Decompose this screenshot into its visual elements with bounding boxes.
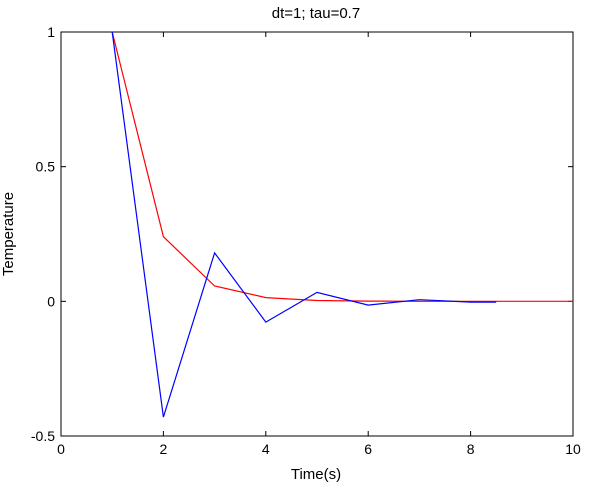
x-tick-label: 2 <box>160 441 168 457</box>
series-group <box>111 31 573 418</box>
y-tick-label: 1 <box>47 24 55 40</box>
series-line-1 <box>111 31 573 302</box>
x-tick-label: 6 <box>364 441 372 457</box>
chart-title: dt=1; tau=0.7 <box>272 5 360 22</box>
x-tick-label: 4 <box>262 441 270 457</box>
series-line-2 <box>111 31 497 418</box>
axis-ticks: 0 2 4 6 8 10-0.500.51 <box>31 24 581 457</box>
y-axis-title: Temperature <box>0 192 17 276</box>
x-axis-title: Time(s) <box>291 466 341 483</box>
y-tick-label: 0.5 <box>36 159 56 175</box>
y-tick-label: 0 <box>47 293 55 309</box>
x-tick-label: 0 <box>57 441 65 457</box>
x-tick-label: 8 <box>467 441 475 457</box>
plot-frame <box>60 31 574 437</box>
x-tick-label: 10 <box>565 441 581 457</box>
plot-area <box>60 31 574 437</box>
y-tick-label: -0.5 <box>31 428 55 444</box>
